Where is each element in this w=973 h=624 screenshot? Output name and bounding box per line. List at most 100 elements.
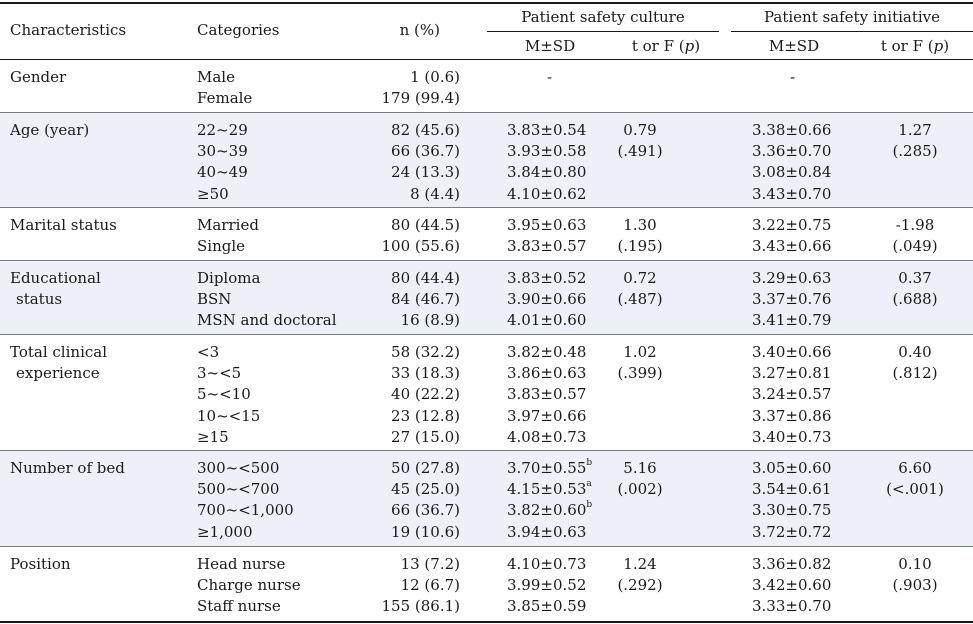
category-cell: Married — [197, 216, 259, 234]
safety-initiative-msd-cell: 3.72±0.72 — [752, 522, 832, 541]
row-group-shading — [0, 113, 973, 207]
category-cell: 22~29 — [197, 121, 248, 139]
safety-culture-msd-cell: 3.82±0.60b — [507, 500, 593, 520]
n-pct-cell: 40 (22.2) — [391, 385, 460, 404]
safety-initiative-msd-cell: - — [790, 68, 796, 86]
header-group-safety-culture: Patient safety culture — [521, 8, 685, 26]
safety-culture-msd-cell: 3.99±0.52 — [507, 576, 587, 595]
safety-initiative-msd-cell: 3.37±0.76 — [752, 290, 832, 309]
row-group-shading — [0, 451, 973, 546]
safety-initiative-stat-cell: (.049) — [892, 237, 938, 256]
n-pct-cell: 1 (0.6) — [410, 68, 460, 86]
n-pct-cell: 80 (44.4) — [391, 269, 460, 287]
n-pct-cell: 80 (44.5) — [391, 216, 460, 234]
group2-underline — [731, 31, 973, 32]
superscript-letter: a — [586, 479, 592, 490]
row-group-separator — [0, 260, 973, 261]
row-group-separator — [0, 207, 973, 208]
safety-culture-msd-cell: 4.10±0.73 — [507, 555, 587, 573]
safety-culture-msd-cell: 3.70±0.55b — [507, 458, 593, 478]
safety-culture-stat-cell: 0.79 — [623, 121, 657, 139]
category-cell: 30~39 — [197, 142, 248, 161]
safety-culture-msd-cell: 3.83±0.52 — [507, 269, 587, 287]
safety-culture-msd-cell: 3.86±0.63 — [507, 364, 587, 383]
safety-initiative-msd-cell: 3.05±0.60 — [752, 459, 832, 477]
n-pct-cell: 12 (6.7) — [400, 576, 460, 595]
safety-culture-stat-cell: 1.02 — [623, 343, 657, 361]
safety-initiative-stat-cell: (.688) — [892, 290, 938, 309]
header-rule — [0, 59, 973, 60]
safety-initiative-stat-cell: (.903) — [892, 576, 938, 595]
header-msd-initiative: M±SD — [768, 37, 820, 55]
safety-initiative-msd-cell: 3.40±0.73 — [752, 427, 832, 446]
safety-initiative-stat-cell: (<.001) — [886, 480, 944, 499]
safety-culture-msd-cell: 3.84±0.80 — [507, 163, 587, 182]
n-pct-cell: 33 (18.3) — [391, 364, 460, 383]
safety-culture-msd-cell: 3.94±0.63 — [507, 522, 587, 541]
characteristic-label: Gender — [10, 68, 67, 86]
n-pct-cell: 27 (15.0) — [391, 427, 460, 446]
n-pct-cell: 19 (10.6) — [391, 522, 460, 541]
category-cell: Head nurse — [197, 555, 286, 573]
safety-initiative-msd-cell: 3.27±0.81 — [752, 364, 832, 383]
safety-culture-stat-cell: 1.24 — [623, 555, 657, 573]
characteristic-label: Position — [10, 555, 71, 573]
safety-culture-msd-cell: 3.97±0.66 — [507, 406, 587, 425]
characteristic-label: experience — [16, 364, 100, 383]
category-cell: Female — [197, 89, 253, 108]
category-cell: BSN — [197, 290, 232, 309]
category-cell: Male — [197, 68, 235, 86]
safety-initiative-msd-cell: 3.33±0.70 — [752, 597, 832, 616]
superscript-letter: b — [586, 458, 593, 468]
category-cell: 700~<1,000 — [197, 501, 294, 520]
n-pct-cell: 8 (4.4) — [410, 184, 460, 203]
category-cell: Single — [197, 237, 246, 256]
n-pct-cell: 24 (13.3) — [391, 163, 460, 182]
safety-culture-msd-cell: 4.15±0.53a — [507, 479, 592, 499]
safety-initiative-stat-cell: 1.27 — [898, 121, 932, 139]
safety-culture-msd-cell: 3.93±0.58 — [507, 142, 587, 161]
n-pct-cell: 66 (36.7) — [391, 142, 460, 161]
top-rule — [0, 2, 973, 4]
safety-initiative-stat-cell: 0.40 — [898, 343, 932, 361]
category-cell: 300~<500 — [197, 459, 280, 477]
n-pct-cell: 66 (36.7) — [391, 501, 460, 520]
safety-culture-msd-cell: 4.08±0.73 — [507, 427, 587, 446]
safety-culture-stat-cell: (.292) — [617, 576, 663, 595]
n-pct-cell: 82 (45.6) — [391, 121, 460, 139]
characteristic-label: Total clinical — [10, 343, 108, 361]
safety-initiative-msd-cell: 3.41±0.79 — [752, 311, 832, 330]
category-cell: Charge nurse — [197, 576, 301, 595]
safety-initiative-msd-cell: 3.43±0.70 — [752, 184, 832, 203]
safety-culture-msd-cell: 3.83±0.57 — [507, 237, 587, 256]
safety-culture-msd-cell: 3.95±0.63 — [507, 216, 587, 234]
characteristic-label: Age (year) — [10, 121, 90, 139]
n-pct-cell: 13 (7.2) — [400, 555, 460, 573]
category-cell: 5~<10 — [197, 385, 251, 404]
safety-initiative-stat-cell: 0.10 — [898, 555, 932, 573]
safety-initiative-msd-cell: 3.40±0.66 — [752, 343, 832, 361]
safety-initiative-msd-cell: 3.36±0.70 — [752, 142, 832, 161]
n-pct-cell: 23 (12.8) — [391, 406, 460, 425]
category-cell: ≥15 — [197, 427, 229, 446]
safety-initiative-stat-cell: 0.37 — [898, 269, 932, 287]
safety-culture-msd-cell: 4.01±0.60 — [507, 311, 587, 330]
safety-culture-stat-cell: (.002) — [617, 480, 663, 499]
safety-initiative-msd-cell: 3.42±0.60 — [752, 576, 832, 595]
safety-initiative-msd-cell: 3.08±0.84 — [752, 163, 832, 182]
n-pct-cell: 50 (27.8) — [391, 459, 460, 477]
n-pct-cell: 100 (55.6) — [381, 237, 460, 256]
header-msd-culture: M±SD — [524, 37, 576, 55]
category-cell: ≥1,000 — [197, 522, 253, 541]
category-cell: 500~<700 — [197, 480, 280, 499]
characteristic-label: Number of bed — [10, 459, 125, 477]
safety-initiative-msd-cell: 3.43±0.66 — [752, 237, 832, 256]
safety-culture-msd-cell: 3.83±0.54 — [507, 121, 587, 139]
category-cell: ≥50 — [197, 184, 229, 203]
safety-culture-stat-cell: (.491) — [617, 142, 663, 161]
row-group-shading — [0, 261, 973, 334]
safety-culture-stat-cell: (.399) — [617, 364, 663, 383]
safety-initiative-msd-cell: 3.29±0.63 — [752, 269, 832, 287]
safety-culture-msd-cell: - — [547, 68, 553, 86]
safety-culture-msd-cell: 4.10±0.62 — [507, 184, 587, 203]
